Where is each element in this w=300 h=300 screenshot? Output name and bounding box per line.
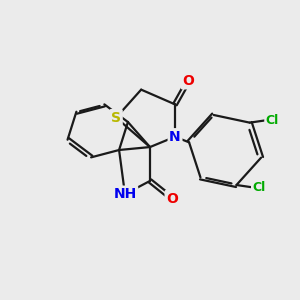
Text: NH: NH <box>113 187 136 201</box>
Text: O: O <box>166 192 178 206</box>
Text: S: S <box>111 111 121 124</box>
Text: N: N <box>169 130 181 144</box>
Text: Cl: Cl <box>266 114 279 127</box>
Text: O: O <box>182 74 194 88</box>
Text: Cl: Cl <box>253 181 266 194</box>
